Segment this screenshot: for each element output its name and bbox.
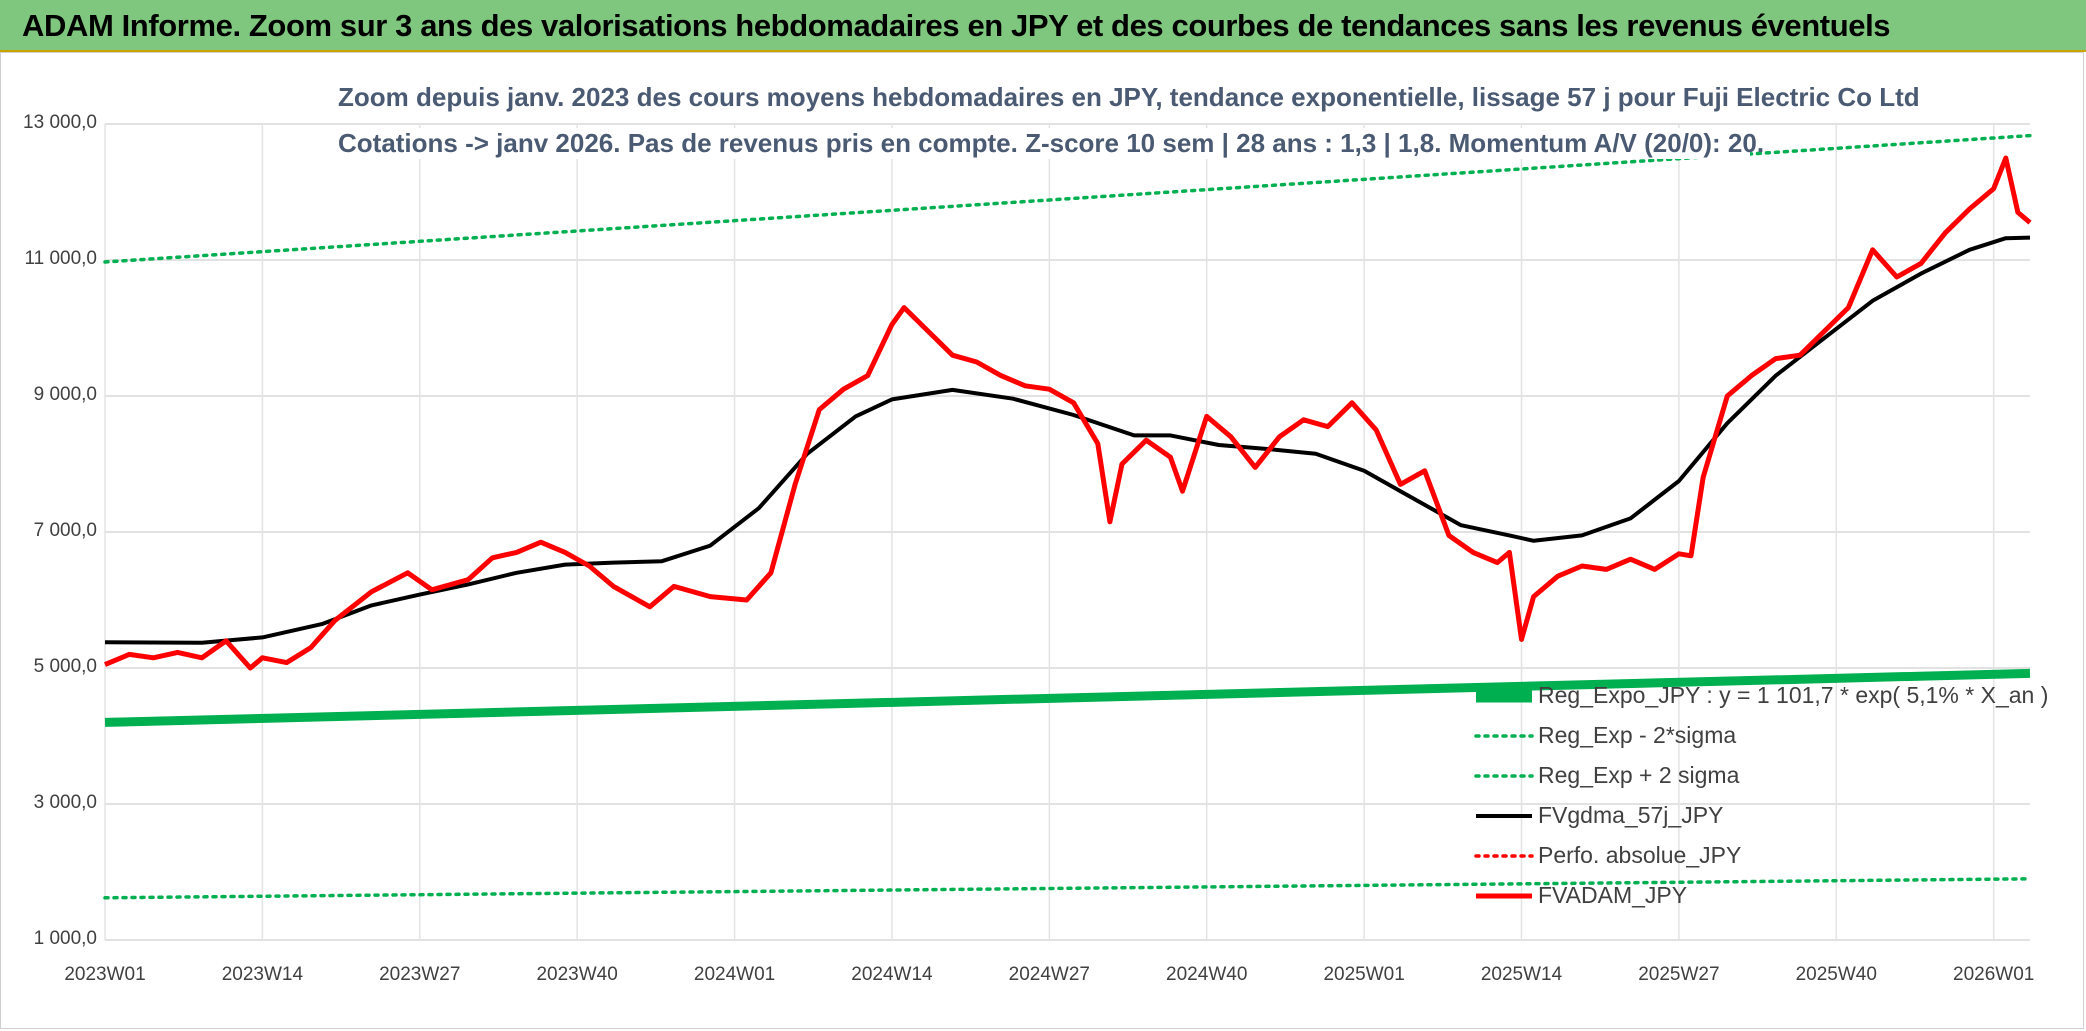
legend-label: FVADAM_JPY bbox=[1538, 882, 1688, 908]
y-tick-label: 3 000,0 bbox=[33, 792, 97, 813]
legend-swatch bbox=[1476, 893, 1532, 899]
series-layer bbox=[103, 133, 2032, 900]
legend-item: Reg_Exp - 2*sigma bbox=[1474, 716, 2034, 756]
x-tick-label: 2024W27 bbox=[1008, 964, 1090, 985]
grid-layer bbox=[104, 123, 2030, 941]
x-tick-label: 2024W14 bbox=[851, 964, 933, 985]
legend-swatch bbox=[1476, 689, 1532, 703]
legend-swatch bbox=[1474, 774, 1534, 778]
y-tick-label: 13 000,0 bbox=[23, 112, 97, 133]
legend-label: Reg_Expo_JPY : y = 1 101,7 * exp( 5,1% *… bbox=[1538, 682, 2049, 708]
legend-item: FVgdma_57j_JPY bbox=[1474, 796, 2034, 836]
series-line-3 bbox=[104, 235, 2031, 645]
chart-title-line-1: Zoom depuis janv. 2023 des cours moyens … bbox=[330, 82, 1920, 113]
legend-item: Reg_Exp + 2 sigma bbox=[1474, 756, 2034, 796]
y-tick-label: 9 000,0 bbox=[33, 384, 97, 405]
banner: ADAM Informe. Zoom sur 3 ans des valoris… bbox=[0, 0, 2086, 52]
y-tick-label: 1 000,0 bbox=[33, 928, 97, 949]
y-tick-label: 5 000,0 bbox=[33, 656, 97, 677]
legend-item: Reg_Expo_JPY : y = 1 101,7 * exp( 5,1% *… bbox=[1474, 676, 2048, 716]
x-tick-label: 2023W27 bbox=[379, 964, 461, 985]
chart-frame bbox=[0, 52, 2084, 1029]
x-tick-label: 2025W14 bbox=[1480, 964, 1563, 985]
banner-title: ADAM Informe. Zoom sur 3 ans des valoris… bbox=[22, 8, 1891, 43]
x-tick-label: 2025W40 bbox=[1795, 964, 1877, 985]
legend-swatch bbox=[1476, 814, 1532, 818]
chart-title-line-2: Cotations -> janv 2026. Pas de revenus p… bbox=[330, 128, 1764, 159]
legend-swatch bbox=[1474, 734, 1534, 738]
x-tick-label: 2023W14 bbox=[221, 964, 304, 985]
x-tick-label: 2023W40 bbox=[536, 964, 618, 985]
x-tick-label: 2026W01 bbox=[1953, 964, 2035, 985]
x-tick-label: 2024W40 bbox=[1166, 964, 1248, 985]
series-line-5 bbox=[104, 155, 2032, 671]
series-line-0 bbox=[104, 668, 2031, 727]
series-line-1 bbox=[103, 877, 2032, 900]
legend-swatch bbox=[1474, 854, 1534, 858]
legend: Reg_Expo_JPY : y = 1 101,7 * exp( 5,1% *… bbox=[1474, 676, 2048, 916]
y-tick-label: 11 000,0 bbox=[24, 248, 97, 269]
x-tick-label: 2025W01 bbox=[1323, 964, 1405, 985]
legend-item: FVADAM_JPY bbox=[1474, 876, 2034, 916]
legend-label: Reg_Exp + 2 sigma bbox=[1538, 762, 1740, 788]
legend-item: Perfo. absolue_JPY bbox=[1474, 836, 2034, 876]
legend-label: Reg_Exp - 2*sigma bbox=[1538, 722, 1737, 748]
series-line-2 bbox=[103, 133, 2032, 264]
x-tick-label: 2025W27 bbox=[1638, 964, 1720, 985]
legend-label: Perfo. absolue_JPY bbox=[1538, 842, 1742, 868]
x-tick-label: 2023W01 bbox=[64, 964, 146, 985]
legend-label: FVgdma_57j_JPY bbox=[1538, 802, 1724, 828]
y-tick-label: 7 000,0 bbox=[33, 520, 97, 541]
x-tick-label: 2024W01 bbox=[693, 964, 776, 985]
